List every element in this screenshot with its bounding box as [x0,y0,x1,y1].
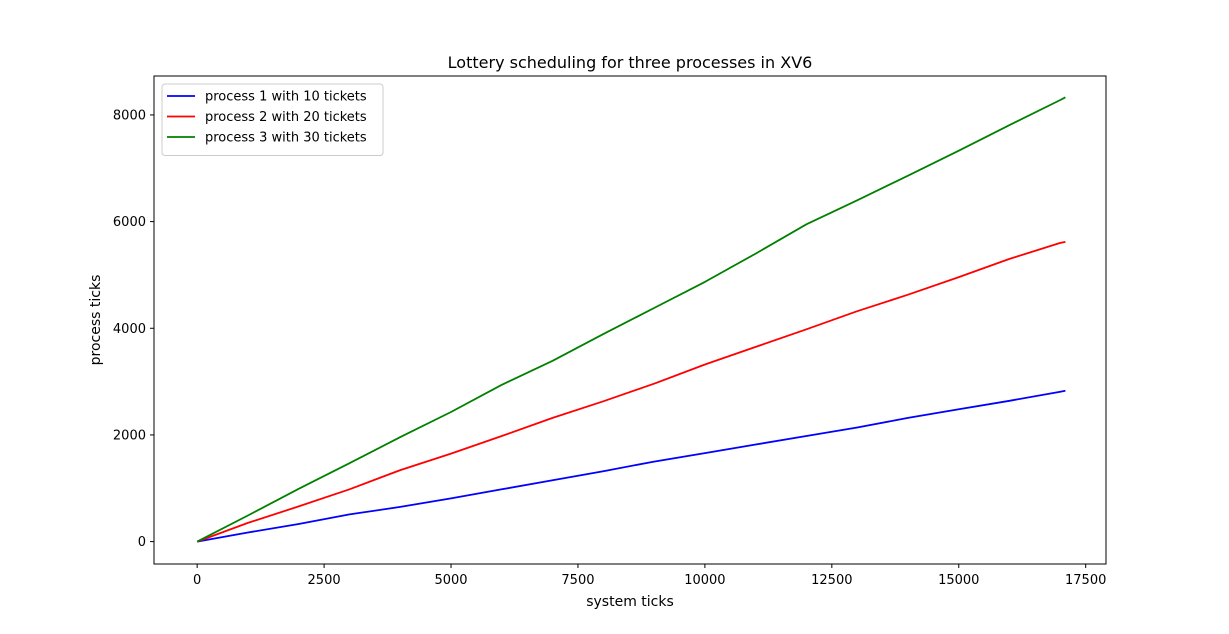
legend: process 1 with 10 tickets process 2 with … [161,83,384,156]
y-axis: 0 2000 4000 6000 8000 [113,108,154,550]
x-tick-label: 15000 [938,573,979,588]
x-axis-label: system ticks [586,594,674,610]
y-tick-label: 0 [138,535,146,550]
x-tick-label: 17500 [1065,573,1106,588]
series-line-1 [197,389,1066,543]
y-tick-label: 8000 [113,108,146,123]
chart-title: Lottery scheduling for three processes i… [448,53,813,72]
series-line-3 [196,96,1066,543]
y-axis-label: process ticks [88,275,104,366]
x-tick-label: 12500 [811,573,852,588]
x-tick-label: 0 [193,573,201,588]
y-tick-label: 2000 [113,428,146,443]
y-tick-label: 6000 [113,215,146,230]
x-axis: 0 2500 5000 7500 10000 12500 15000 17500 [193,564,1106,588]
x-tick-label: 5000 [434,573,467,588]
x-tick-label: 10000 [684,573,725,588]
plot-area [196,96,1066,543]
x-tick-label: 7500 [561,573,594,588]
y-tick-label: 4000 [113,322,146,337]
legend-box [161,83,384,156]
legend-label-3: process 3 with 30 tickets [205,131,367,146]
legend-label-1: process 1 with 10 tickets [205,90,367,105]
axes-frame [153,75,1107,565]
series-line-2 [196,241,1066,543]
x-tick-label: 2500 [308,573,341,588]
legend-label-2: process 2 with 20 tickets [205,110,367,125]
